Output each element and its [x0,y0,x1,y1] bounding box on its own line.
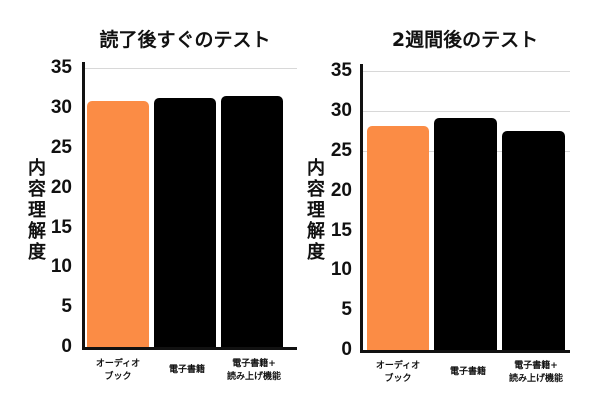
y-tick: 5 [61,296,72,317]
x-label-line: 読み上げ機能 [508,374,563,384]
bar-ebook [434,118,497,350]
x-label-line: オーディオ [375,361,421,371]
x-label-ebook: 電子書籍 [428,366,508,379]
y-tick: 20 [330,180,352,201]
chart-two-week-test: 2週間後のテスト 内 容 理 解 度 35 30 25 20 15 10 5 0… [300,0,600,400]
y-label-char: 容 [28,179,46,200]
chart-title: 読了後すぐのテスト [99,29,271,51]
x-label-line: ブック [384,374,412,384]
y-tick: 10 [330,259,352,280]
x-label-line: 電子書籍 [168,365,205,375]
y-label-char: 内 [28,158,46,179]
bar-audiobook [367,126,429,350]
x-label-line: 電子書籍 [449,367,486,377]
x-label-line: 電子書籍+ [514,361,558,371]
gridline-35 [363,71,570,72]
x-label-line: 読み上げ機能 [226,372,281,382]
y-label-char: 理 [28,200,46,221]
x-label-line: 電子書籍+ [232,359,276,369]
y-label-char: 内 [307,158,325,179]
y-tick: 30 [50,97,72,118]
y-label-char: 度 [307,242,325,263]
y-tick: 5 [341,299,352,320]
y-label-char: 理 [307,200,325,221]
y-tick: 15 [50,217,72,238]
y-axis [360,64,363,353]
bar-ebook [154,98,216,347]
x-axis [82,347,297,350]
y-tick: 30 [330,100,352,121]
bar-ebook-tts [221,96,283,347]
y-tick: 15 [330,220,352,241]
x-label-ebook: 電子書籍 [147,364,227,377]
y-axis-label: 内 容 理 解 度 [306,158,326,263]
chart-immediate-test: 読了後すぐのテスト 内 容 理 解 度 35 30 25 20 15 10 5 … [27,29,297,384]
y-tick: 10 [50,256,72,277]
bar-ebook-tts [502,131,565,350]
gridline-35 [85,68,297,69]
y-axis-label: 内 容 理 解 度 [27,158,47,263]
y-label-char: 解 [307,221,325,242]
y-tick: 35 [50,57,72,78]
y-tick: 0 [341,339,352,360]
x-label-ebook-tts: 電子書籍+ 読み上げ機能 [214,358,294,384]
y-label-char: 度 [28,242,46,263]
y-tick: 0 [61,336,72,357]
y-label-char: 解 [28,221,46,242]
x-label-audiobook: オーディオ ブック [78,358,158,384]
bar-audiobook [87,101,149,347]
x-label-line: オーディオ [95,359,141,369]
plot-area [82,62,297,350]
y-tick: 25 [330,140,352,161]
y-label-char: 容 [307,179,325,200]
x-label-line: ブック [104,372,132,382]
y-tick: 20 [50,177,72,198]
y-axis [82,62,85,350]
x-label-audiobook: オーディオ ブック [358,360,438,386]
y-tick: 25 [50,137,72,158]
gridline-30 [363,111,570,112]
y-tick: 35 [330,60,352,81]
x-axis [360,350,570,353]
plot-area [360,64,570,353]
x-label-ebook-tts: 電子書籍+ 読み上げ機能 [496,360,576,386]
chart-title: 2週間後のテスト [391,29,539,51]
